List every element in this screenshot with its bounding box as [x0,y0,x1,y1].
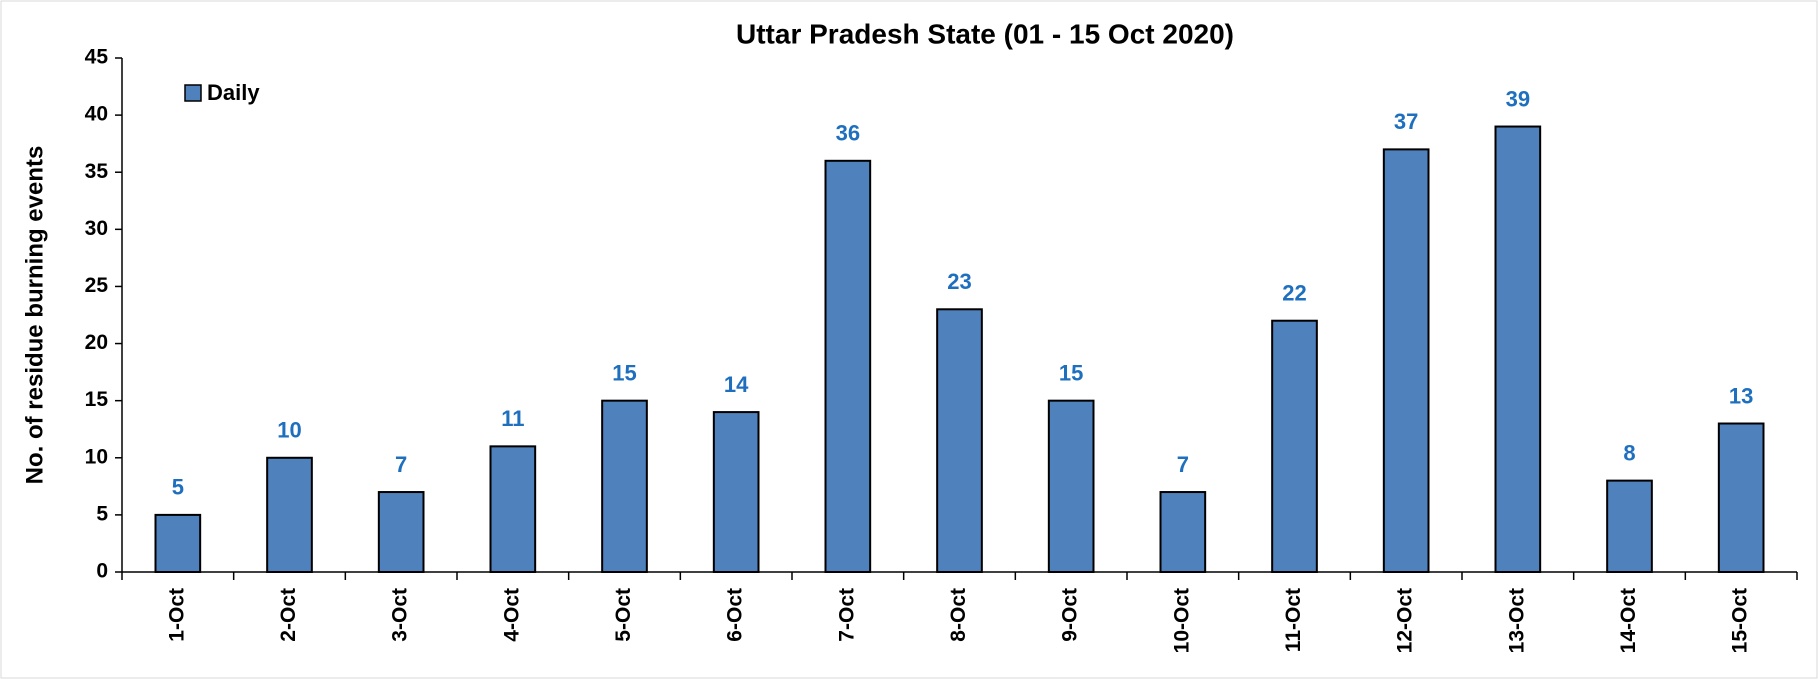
value-label: 37 [1394,109,1418,134]
value-label: 13 [1729,383,1753,408]
y-tick-label: 45 [85,46,109,69]
x-tick-label: 3-Oct [389,588,412,642]
value-label: 22 [1282,281,1306,306]
x-tick-label: 7-Oct [835,588,858,642]
x-tick-label: 2-Oct [277,588,300,642]
y-tick-label: 35 [85,160,109,183]
bar [824,159,872,574]
value-label: 8 [1623,440,1635,465]
x-tick-label: 9-Oct [1059,588,1082,642]
y-tick-label: 25 [85,274,109,297]
x-tick-label: 5-Oct [612,588,635,642]
y-tick-label: 40 [85,103,108,126]
y-tick-label: 20 [85,331,108,354]
value-label: 15 [612,360,636,385]
y-tick-label: 5 [96,502,108,525]
value-label: 15 [1059,360,1083,385]
y-axis-title: No. of residue burning events [21,146,48,485]
bar [601,399,648,573]
x-tick-label: 13-Oct [1505,588,1528,653]
bar [1494,125,1542,574]
bar [1159,491,1207,573]
value-label: 10 [277,418,301,443]
bar [1606,479,1653,573]
y-tick-label: 15 [85,388,109,411]
bar [936,308,983,573]
value-label: 7 [1177,452,1189,477]
x-tick-label: 1-Oct [165,588,188,642]
bar [1047,399,1095,573]
x-tick-label: 11-Oct [1282,588,1305,652]
x-tick-label: 10-Oct [1170,588,1193,653]
x-tick-label: 15-Oct [1729,588,1752,653]
y-tick-label: 0 [96,560,108,583]
bar [1382,148,1430,573]
value-label: 5 [172,475,184,500]
legend-swatch [184,84,202,102]
value-label: 7 [395,452,407,477]
bar [266,456,313,573]
x-tick-label: 8-Oct [947,588,970,642]
bar [1271,319,1318,574]
bar [154,513,202,574]
value-label: 11 [501,406,524,431]
x-tick-label: 6-Oct [724,588,747,642]
legend-label: Daily [207,80,260,105]
value-label: 39 [1506,86,1530,111]
bar [377,491,425,573]
y-tick-label: 10 [85,445,108,468]
x-tick-label: 4-Oct [500,588,523,642]
value-label: 14 [724,372,749,397]
bar [1717,422,1765,573]
value-label: 23 [947,269,971,294]
bar [489,445,537,574]
x-tick-label: 12-Oct [1394,588,1417,653]
y-tick-label: 30 [85,217,108,240]
x-tick-label: 14-Oct [1617,588,1640,653]
chart-title: Uttar Pradesh State (01 - 15 Oct 2020) [736,18,1234,49]
bar [712,411,760,574]
value-label: 36 [836,121,860,146]
